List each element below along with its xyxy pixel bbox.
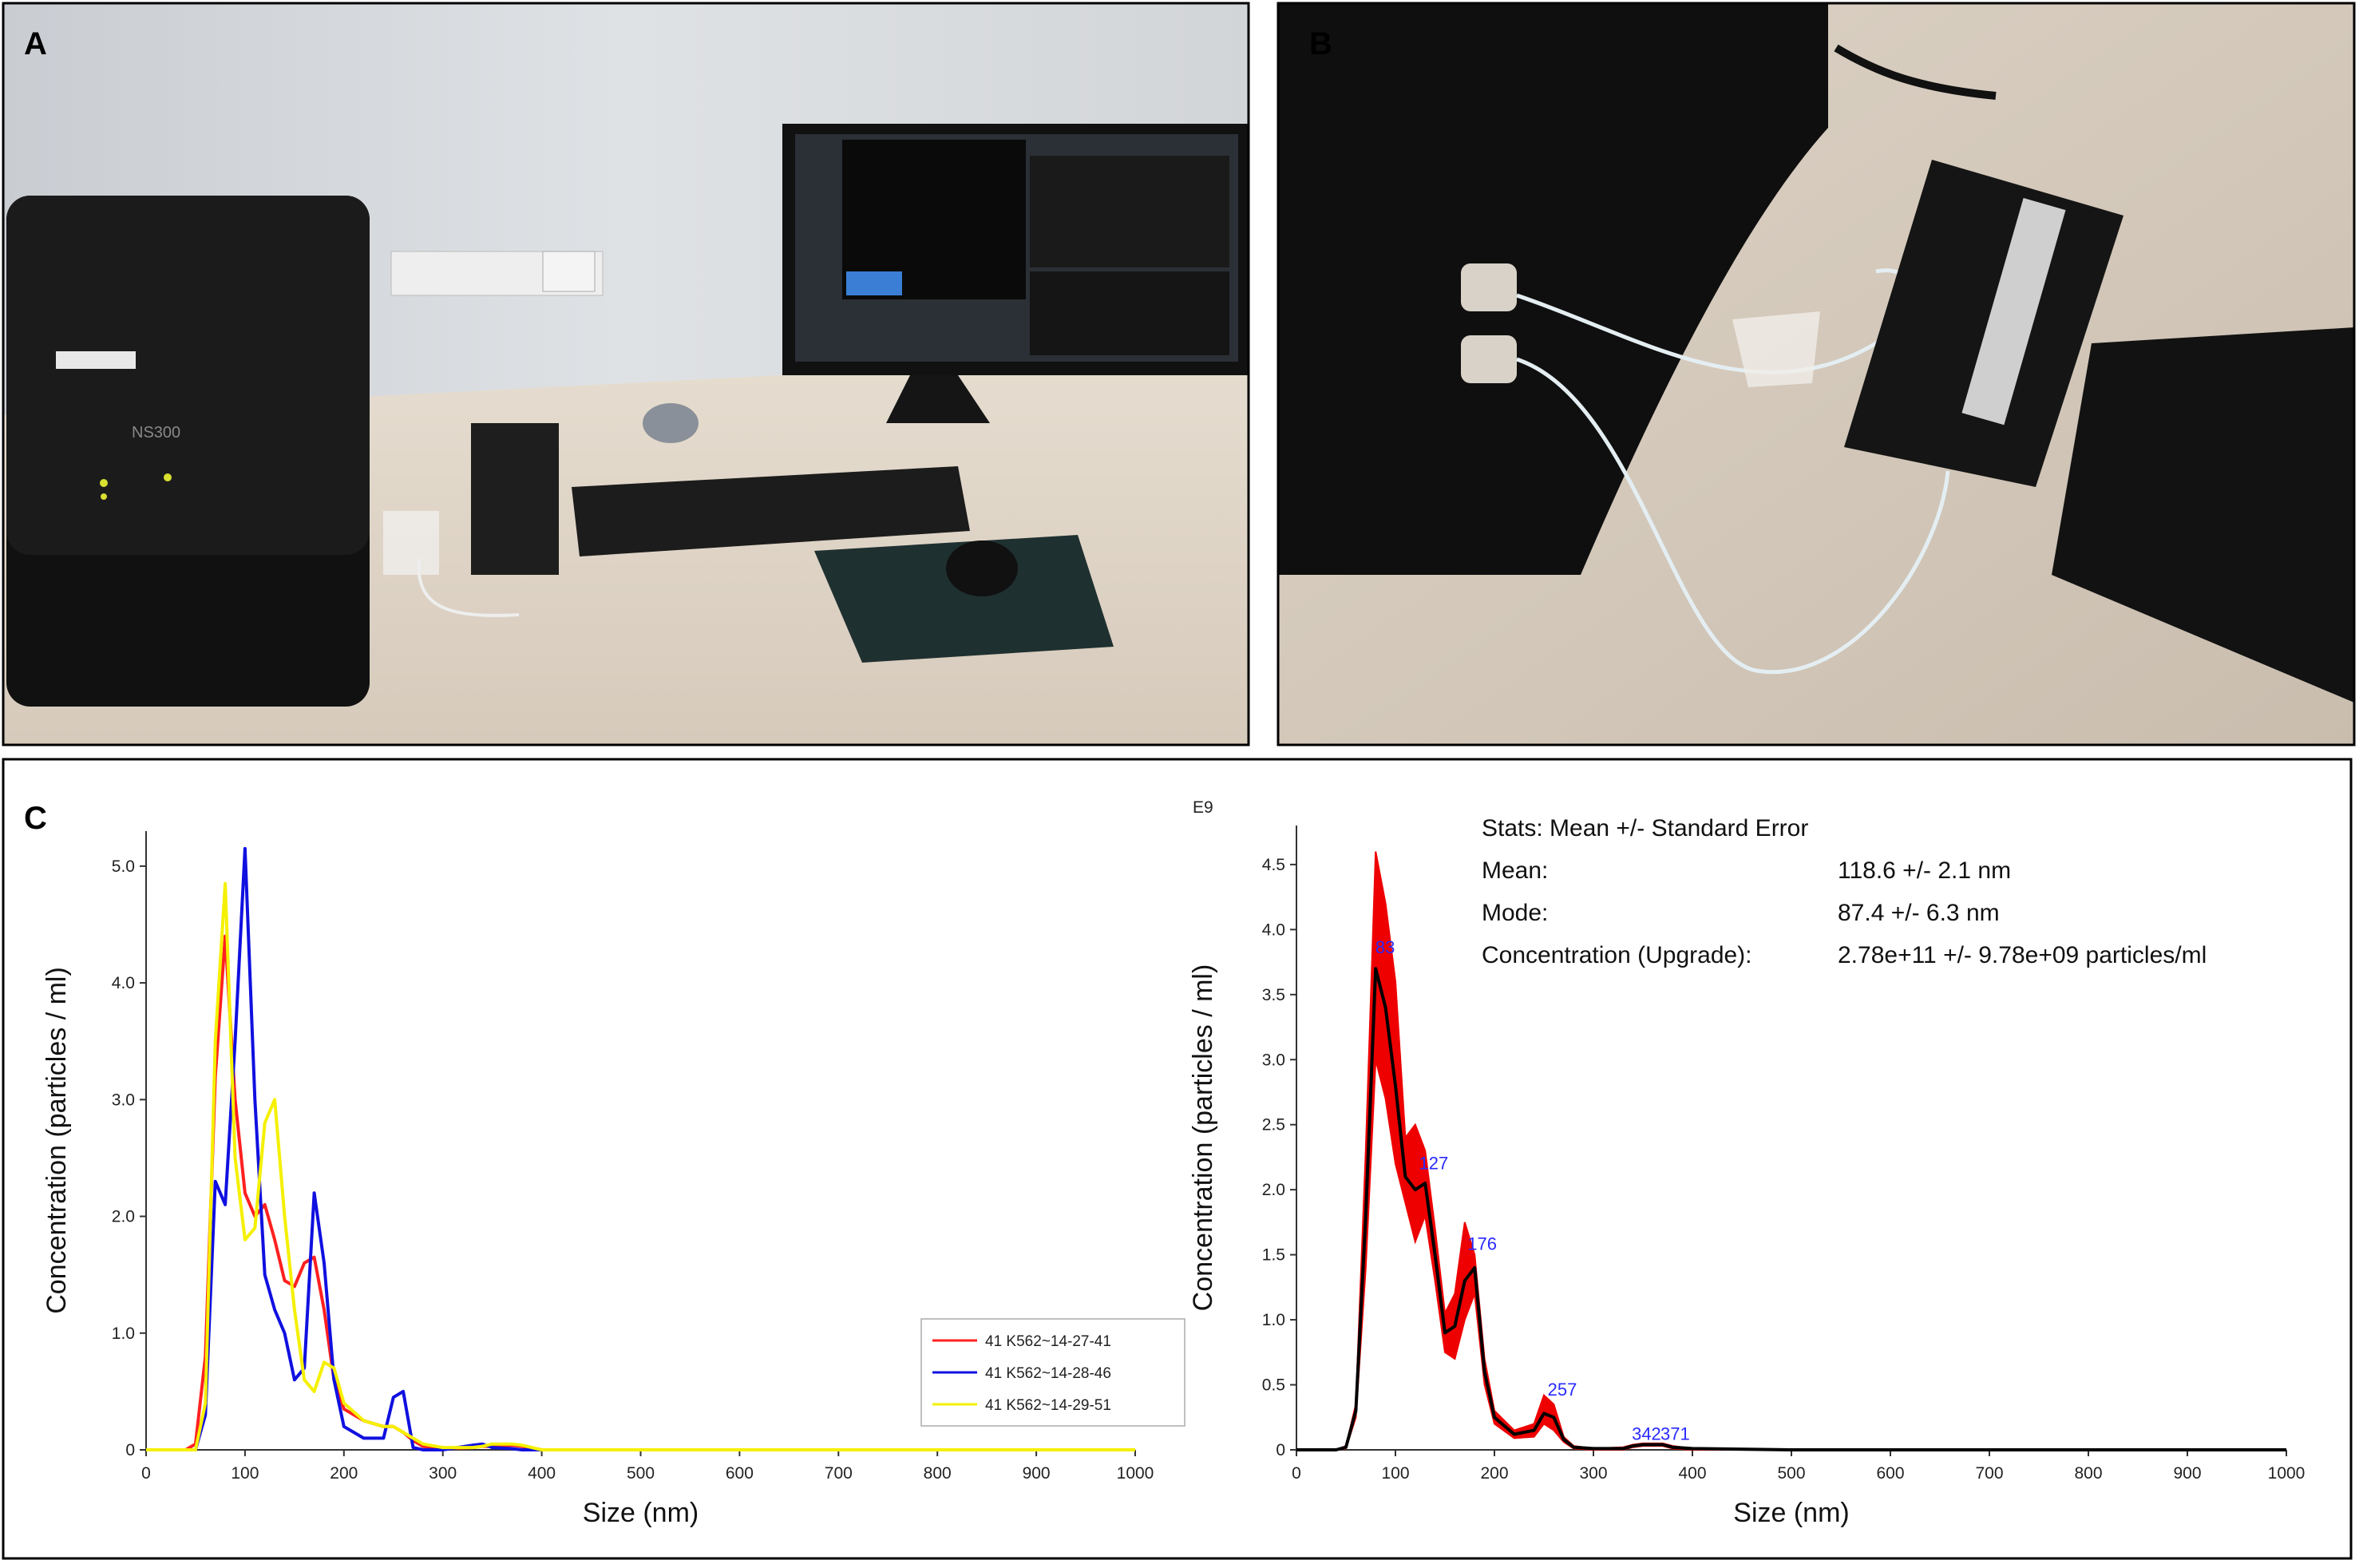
y-tick-label: 2.5 (1262, 1116, 1285, 1134)
x-tick-label: 700 (1975, 1464, 2003, 1483)
y-tick-label: 0.5 (1262, 1376, 1285, 1395)
peak-label: 342 (1632, 1423, 1661, 1443)
x-tick-label: 600 (726, 1464, 754, 1483)
legend-label: 41 K562~14-29-51 (985, 1397, 1111, 1414)
x-tick-label: 300 (1579, 1464, 1607, 1483)
y-axis-label: Concentration (particles / ml) (1188, 964, 1218, 1312)
x-tick-label: 200 (1480, 1464, 1508, 1483)
y-tick-label: 4.5 (1262, 856, 1285, 874)
x-tick-label: 1000 (1117, 1464, 1154, 1483)
x-tick-label: 600 (1876, 1464, 1904, 1483)
stats-text: Stats: Mean +/- Standard Error (1482, 815, 1808, 841)
y-exponent: E9 (1193, 798, 1213, 817)
peak-label: 371 (1660, 1423, 1690, 1443)
x-tick-label: 900 (2173, 1464, 2201, 1483)
error-band (1296, 851, 2286, 1451)
x-tick-label: 0 (141, 1464, 151, 1483)
x-tick-label: 300 (429, 1464, 457, 1483)
stats-text: Mean: (1482, 857, 1548, 884)
stats-text: Mode: (1482, 900, 1548, 926)
photo-a: NS300 (3, 3, 1249, 745)
y-tick-label: 4.0 (1262, 921, 1285, 939)
x-tick-label: 500 (627, 1464, 655, 1483)
panel-label: B (1309, 26, 1332, 61)
legend-label: 41 K562~14-28-46 (985, 1365, 1111, 1382)
x-tick-label: 1000 (2268, 1464, 2306, 1483)
y-tick-label: 1.5 (1262, 1246, 1285, 1265)
x-tick-label: 400 (1678, 1464, 1706, 1483)
x-tick-label: 500 (1777, 1464, 1805, 1483)
stats-text: 87.4 +/- 6.3 nm (1838, 900, 2000, 926)
x-tick-label: 900 (1023, 1464, 1051, 1483)
peak-label: 83 (1375, 937, 1395, 957)
instrument-label: NS300 (132, 424, 180, 441)
panel-frame (1276, 2, 2356, 746)
y-tick-label: 3.0 (112, 1091, 135, 1109)
x-tick-label: 100 (1381, 1464, 1409, 1483)
y-tick-label: 0 (125, 1441, 135, 1459)
peak-label: 257 (1548, 1380, 1577, 1400)
x-tick-label: 800 (924, 1464, 952, 1483)
y-tick-label: 1.0 (112, 1324, 135, 1343)
stats-text: 2.78e+11 +/- 9.78e+09 particles/ml (1838, 942, 2207, 968)
y-tick-label: 0 (1276, 1441, 1285, 1459)
stats-text: Concentration (Upgrade): (1482, 942, 1752, 968)
panel-label: A (24, 26, 47, 61)
y-tick-label: 2.0 (1262, 1181, 1285, 1199)
y-axis-label: Concentration (particles / ml) (42, 967, 72, 1314)
peak-label: 176 (1467, 1234, 1497, 1254)
y-tick-label: 4.0 (112, 974, 135, 992)
y-tick-label: 5.0 (112, 857, 135, 876)
y-tick-label: 1.0 (1262, 1311, 1285, 1329)
data-line (1296, 967, 2286, 1451)
x-tick-label: 800 (2074, 1464, 2102, 1483)
legend-label: 41 K562~14-27-41 (985, 1333, 1111, 1350)
y-tick-label: 3.5 (1262, 986, 1285, 1004)
x-tick-label: 100 (231, 1464, 259, 1483)
panel-frame (2, 2, 1250, 746)
x-tick-label: 200 (330, 1464, 358, 1483)
x-tick-label: 0 (1292, 1464, 1301, 1483)
stats-text: 118.6 +/- 2.1 nm (1838, 857, 2011, 884)
y-tick-label: 3.0 (1262, 1051, 1285, 1069)
x-axis-label: Size (nm) (1733, 1498, 1849, 1528)
y-tick-label: 2.0 (112, 1208, 135, 1226)
panel-label: C (24, 801, 47, 836)
photo-b (1278, 3, 2354, 745)
peak-label: 127 (1419, 1154, 1448, 1174)
data-line (146, 881, 1135, 1451)
x-axis-label: Size (nm) (583, 1498, 699, 1528)
x-tick-label: 700 (825, 1464, 853, 1483)
x-tick-label: 400 (528, 1464, 556, 1483)
